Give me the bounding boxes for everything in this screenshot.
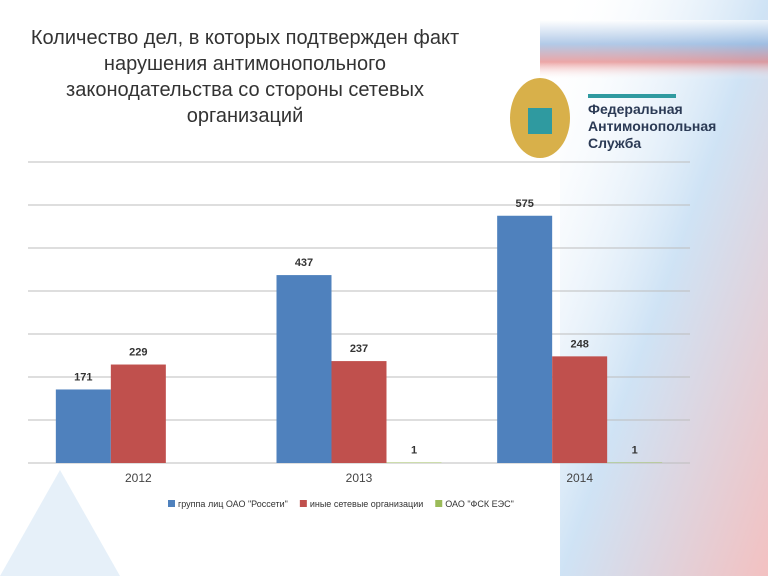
bar	[386, 462, 442, 463]
logo: Федеральная Антимонопольная Служба	[510, 78, 716, 158]
x-tick-label: 2014	[566, 471, 593, 485]
bar	[497, 215, 553, 463]
value-label: 575	[515, 198, 533, 210]
legend-label: иные сетевые организации	[310, 499, 423, 509]
value-label: 1	[411, 445, 417, 457]
flag-decor	[540, 20, 768, 80]
value-label: 229	[129, 347, 147, 359]
bar	[607, 462, 663, 463]
value-label: 1	[632, 445, 638, 457]
value-label: 248	[570, 338, 588, 350]
logo-text: Антимонопольная	[588, 118, 716, 134]
background-decor	[560, 0, 768, 576]
value-label: 437	[295, 257, 313, 269]
star-decor	[0, 470, 120, 576]
legend-label: ОАО "ФСК ЕЭС"	[445, 499, 514, 509]
legend-label: группа лиц ОАО "Россети"	[178, 499, 288, 509]
x-tick-label: 2013	[346, 471, 373, 485]
legend-swatch	[299, 500, 307, 507]
logo-bar	[588, 94, 676, 98]
logo-text: Служба	[588, 135, 641, 151]
value-label: 171	[74, 371, 92, 383]
bar	[552, 356, 608, 463]
x-tick-label: 2012	[125, 471, 152, 485]
value-label: 237	[350, 343, 368, 355]
legend-swatch	[435, 500, 443, 507]
logo-shield	[528, 108, 552, 134]
bar	[331, 361, 387, 463]
legend-swatch	[168, 500, 175, 507]
chart-title: Количество дел, в которых подтвержден фа…	[31, 27, 459, 127]
bar	[276, 275, 332, 463]
bar	[55, 389, 111, 463]
logo-text: Федеральная	[588, 101, 683, 117]
bar	[110, 364, 166, 463]
